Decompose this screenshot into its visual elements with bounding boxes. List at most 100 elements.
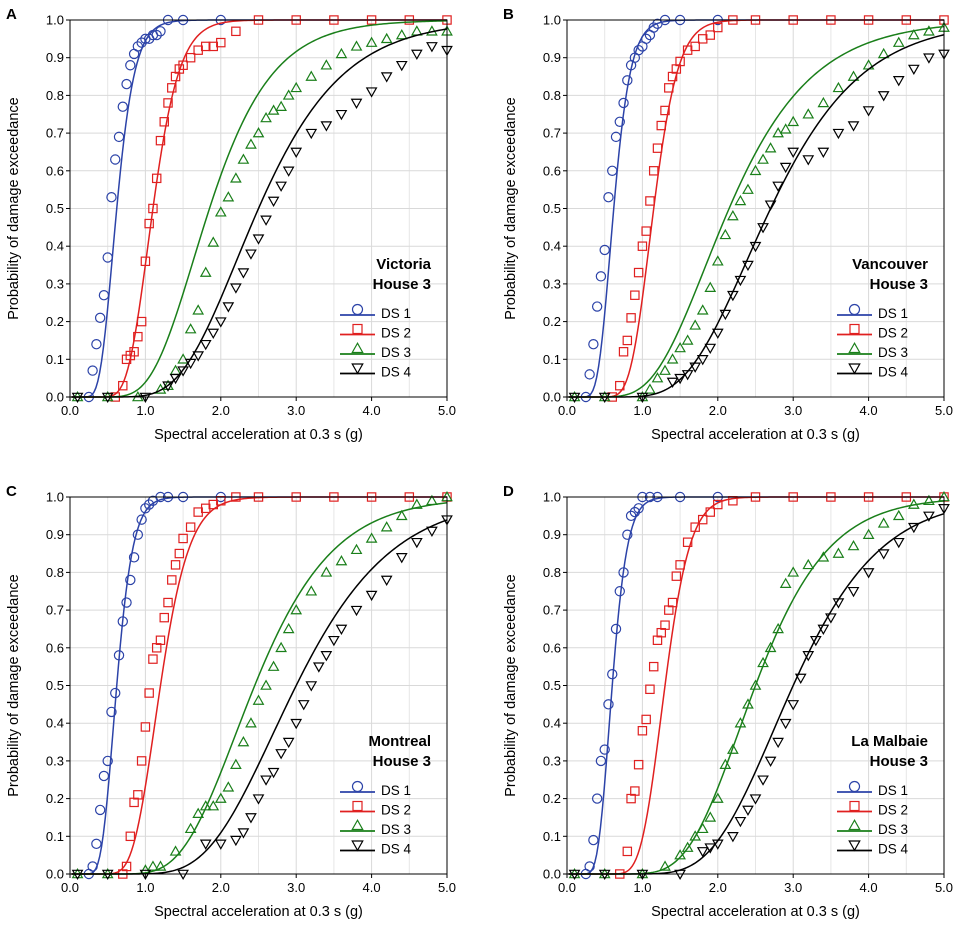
y-tick-label: 0.9 (543, 527, 561, 542)
data-point-ds3 (305, 70, 318, 81)
data-point-ds3 (199, 266, 212, 277)
data-point-ds3 (395, 29, 408, 40)
data-point-ds3 (734, 194, 747, 206)
data-point-ds4 (734, 275, 747, 287)
data-point-ds1 (128, 552, 140, 563)
data-point-ds3 (681, 334, 694, 345)
data-point-ds3 (892, 509, 905, 521)
data-point-ds4 (305, 128, 318, 140)
legend-label-ds3: DS 3 (381, 822, 411, 837)
data-point-ds4 (704, 843, 717, 854)
data-point-ds4 (674, 373, 686, 385)
y-axis-title: Probability of damage exceedance (503, 574, 519, 796)
data-point-ds2 (148, 654, 158, 664)
data-point-ds4 (267, 196, 280, 208)
data-point-ds1 (98, 770, 110, 782)
data-point-ds2 (630, 290, 640, 300)
data-point-ds2 (641, 226, 651, 236)
data-point-ds2 (697, 514, 708, 525)
data-point-ds3 (802, 558, 815, 570)
data-point-ds4 (787, 700, 800, 711)
data-point-ds4 (764, 756, 777, 767)
region-title: Victoria (376, 256, 431, 273)
data-point-ds4 (779, 718, 792, 730)
legend-label-ds2: DS 2 (878, 803, 908, 818)
data-point-ds2 (713, 499, 723, 510)
data-point-ds2 (200, 41, 211, 52)
data-point-ds4 (184, 358, 197, 370)
data-point-ds1 (94, 804, 106, 816)
data-point-ds4 (772, 181, 784, 192)
data-point-ds3 (260, 111, 272, 123)
x-tick-label: 1.0 (633, 403, 651, 418)
data-point-ds3 (689, 319, 702, 330)
data-point-ds3 (147, 860, 159, 871)
x-tick-label: 0.0 (558, 403, 576, 418)
series-ds3 (568, 490, 950, 879)
data-point-ds1 (98, 290, 110, 301)
data-point-ds3 (214, 792, 227, 803)
data-point-ds3 (380, 521, 393, 532)
data-point-ds3 (742, 698, 754, 709)
panel-letter: D (503, 483, 514, 500)
data-point-ds2 (671, 571, 682, 581)
data-point-ds3 (696, 304, 709, 315)
series-ds3 (71, 490, 453, 879)
legend-label-ds3: DS 3 (878, 345, 908, 360)
data-point-ds4 (426, 42, 438, 53)
data-point-ds4 (395, 553, 408, 564)
data-point-ds1 (91, 339, 102, 350)
panel-letter: A (6, 6, 17, 23)
x-tick-label: 3.0 (287, 880, 305, 895)
data-point-ds4 (674, 869, 686, 881)
data-point-ds4 (802, 651, 815, 662)
data-point-ds2 (231, 26, 241, 37)
data-point-ds3 (704, 811, 717, 822)
data-point-ds4 (727, 290, 739, 302)
data-point-ds1 (110, 687, 121, 699)
data-point-ds4 (290, 147, 303, 158)
data-point-ds4 (328, 635, 340, 647)
y-tick-label: 0.4 (46, 239, 64, 254)
data-point-ds2 (163, 98, 173, 108)
data-point-ds3 (659, 364, 671, 375)
legend-marker-ds2 (352, 800, 363, 812)
data-point-ds1 (595, 755, 607, 767)
data-point-ds2 (125, 831, 136, 842)
legend-label-ds4: DS 4 (381, 842, 412, 857)
y-tick-label: 0.3 (46, 753, 64, 768)
y-tick-label: 0.6 (543, 163, 561, 178)
data-point-ds3 (320, 59, 333, 70)
panel-vancouver: B 0.0 1.0 2.0 3.0 4.0 5.0 0.0 0.1 0.2 0.3 0.4 0.5 0.6… (503, 6, 953, 443)
y-tick-label: 0.7 (46, 126, 64, 141)
y-tick-label: 0.0 (46, 867, 64, 882)
x-tick-label: 2.0 (212, 403, 230, 418)
y-axis-title: Probability of damage exceedance (503, 97, 519, 319)
region-title: Vancouver (852, 256, 928, 273)
data-point-ds1 (136, 514, 147, 525)
data-point-ds3 (380, 32, 393, 44)
data-point-ds4 (365, 590, 378, 602)
data-point-ds4 (214, 317, 227, 328)
data-point-ds2 (178, 60, 188, 70)
legend-label-ds3: DS 3 (381, 345, 411, 360)
data-point-ds1 (94, 312, 106, 324)
data-point-ds4 (245, 813, 257, 824)
data-point-ds3 (734, 717, 747, 728)
panel-letter: C (6, 483, 17, 500)
fragility-curve-ds4 (568, 34, 944, 398)
data-point-ds1 (614, 116, 625, 127)
legend-marker-ds1 (351, 780, 364, 793)
plot-frame (69, 496, 448, 875)
data-point-ds3 (350, 543, 363, 555)
data-point-ds3 (847, 70, 860, 81)
data-point-ds4 (237, 828, 250, 839)
data-point-ds2 (675, 56, 685, 67)
data-point-ds2 (170, 560, 181, 570)
data-point-ds4 (275, 181, 287, 192)
data-point-ds3 (290, 604, 303, 615)
data-point-ds3 (719, 758, 732, 769)
y-tick-label: 0.1 (46, 352, 64, 367)
data-point-ds1 (87, 861, 98, 872)
data-point-ds2 (174, 548, 185, 559)
